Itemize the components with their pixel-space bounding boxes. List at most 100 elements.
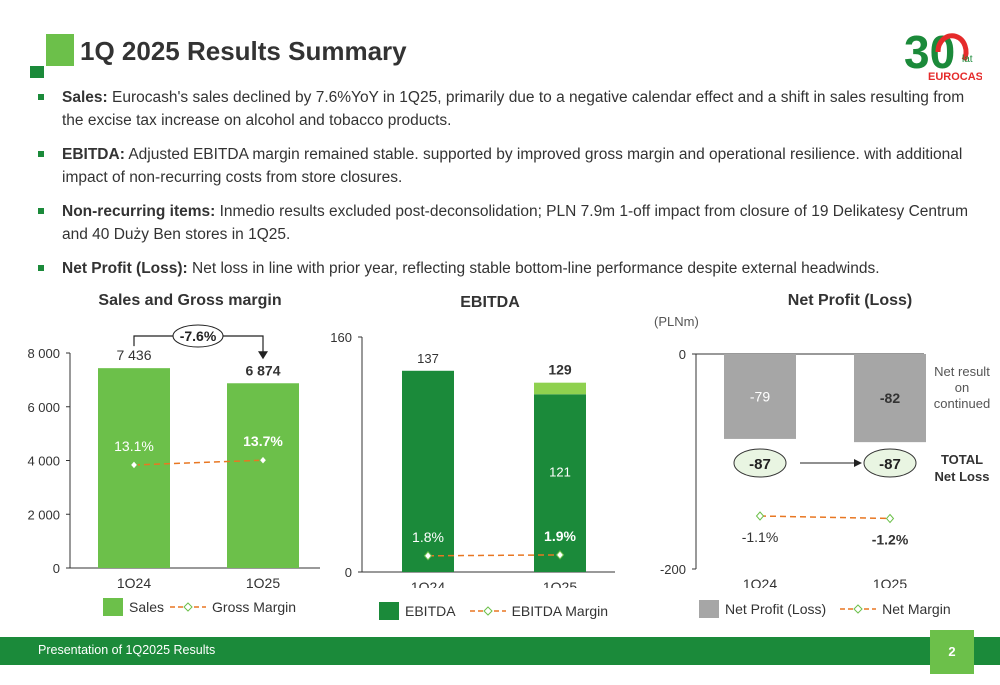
bullet-label: EBITDA: xyxy=(62,146,125,163)
change-badge-label: -7.6% xyxy=(180,328,217,344)
y-tick-label: 0 xyxy=(679,347,686,362)
x-tick-label: 1Q24 xyxy=(743,576,777,588)
change-badge xyxy=(172,324,224,348)
bullet-net-profit: Net Profit (Loss): Net loss in line with… xyxy=(38,257,968,280)
gross-margin-label: 13.7% xyxy=(243,433,283,449)
net-profit-chart-title: Net Profit (Loss) xyxy=(787,292,913,309)
gross-margin-marker xyxy=(129,460,139,470)
bullet-sales: Sales: Eurocash's sales declined by 7.6%… xyxy=(38,86,968,132)
total-net-loss-badge xyxy=(863,448,917,478)
bar-value-label: 121 xyxy=(549,464,571,479)
bullet-label: Non-recurring items: xyxy=(62,203,216,220)
legend-label: Sales xyxy=(129,599,165,615)
page-title: 1Q 2025 Results Summary xyxy=(80,36,407,66)
net-margin-label: -1.1% xyxy=(742,529,779,545)
net-profit-chart: (PLNm) -200 0 -79 1Q24 -87 -82 1Q25 -87 -1.1% -1.2… xyxy=(654,314,990,588)
bar-value-label: 137 xyxy=(417,351,439,366)
total-arrow-head xyxy=(854,459,862,467)
ebitda-margin-label: 1.9% xyxy=(544,528,576,544)
logo-brand: EUROCASH xyxy=(928,71,982,83)
bar-net-profit xyxy=(854,354,926,443)
side-label-continued: continued xyxy=(934,396,990,411)
total-net-loss-badge xyxy=(733,448,787,478)
total-net-loss-value: -87 xyxy=(749,456,771,473)
bullet-marker xyxy=(38,208,44,214)
side-label-total: Net Loss xyxy=(935,469,990,484)
bullet-ebitda: EBITDA: Adjusted EBITDA margin remained … xyxy=(38,143,968,189)
bar-ebitda xyxy=(534,394,586,572)
ebitda-margin-marker xyxy=(423,551,433,561)
legend-swatch-sales xyxy=(103,598,123,616)
bullet-label: Sales: xyxy=(62,89,108,106)
net-margin-marker xyxy=(755,511,765,521)
legend-label: EBITDA Margin xyxy=(511,603,609,619)
gross-margin-label: 13.1% xyxy=(114,438,154,454)
title-decoration xyxy=(46,34,74,66)
side-label-total: TOTAL xyxy=(941,452,983,467)
bar-ebitda xyxy=(402,370,454,572)
y-tick-label: 160 xyxy=(330,330,352,345)
bar-value-label: 7 436 xyxy=(116,347,151,363)
bar-value-label: -82 xyxy=(880,390,900,406)
bullet-marker xyxy=(38,265,44,271)
sales-chart-title: Sales and Gross margin xyxy=(98,292,282,309)
bar-total-label: 129 xyxy=(548,362,572,378)
bullet-label: Net Profit (Loss): xyxy=(62,260,188,277)
x-tick-label: 1Q25 xyxy=(543,579,577,588)
bullet-marker xyxy=(38,94,44,100)
y-tick-label: 4 000 xyxy=(27,454,60,469)
bullet-non-recurring: Non-recurring items: Inmedio results exc… xyxy=(38,200,968,246)
ebitda-chart-title: EBITDA xyxy=(460,294,520,311)
y-tick-label: 6 000 xyxy=(27,400,60,415)
legend-line-gross-margin xyxy=(170,602,207,612)
bullet-text: Inmedio results excluded post-deconsolid… xyxy=(62,203,968,243)
y-tick-label: 2 000 xyxy=(27,507,60,522)
ebitda-margin-label: 1.8% xyxy=(412,529,444,545)
bar-sales xyxy=(227,383,299,568)
y-tick-label: 0 xyxy=(345,565,352,580)
legend-label: Net Profit (Loss) xyxy=(725,601,827,617)
y-tick-label: 0 xyxy=(53,561,60,576)
footer-bar xyxy=(0,637,1000,665)
legend-line-net-margin xyxy=(840,604,877,614)
page-number: 2 xyxy=(930,630,974,674)
bar-net-profit xyxy=(724,354,796,439)
net-margin-line xyxy=(759,515,891,520)
x-tick-label: 1Q25 xyxy=(873,576,907,588)
legend-label: EBITDA xyxy=(405,603,456,619)
total-net-loss-value: -87 xyxy=(879,456,901,473)
legend-swatch-ebitda xyxy=(379,602,399,620)
sales-legend: Sales Gross Margin xyxy=(103,598,296,616)
bullet-text: Net loss in line with prior year, reflec… xyxy=(192,260,880,277)
bullet-marker xyxy=(38,151,44,157)
side-label-continued: Net result xyxy=(934,364,990,379)
legend-swatch-net-profit xyxy=(699,600,719,618)
bullet-text: Eurocash's sales declined by 7.6%YoY in … xyxy=(62,89,965,129)
bar-value-label: -79 xyxy=(750,388,770,404)
summary-bullets: Sales: Eurocash's sales declined by 7.6%… xyxy=(38,86,968,291)
ebitda-legend: EBITDA EBITDA Margin xyxy=(379,602,608,620)
bar-value-label: 6 874 xyxy=(245,362,280,378)
x-tick-label: 1Q24 xyxy=(117,575,151,588)
logo-arc xyxy=(935,33,969,62)
bar-ebitda-one-off xyxy=(534,382,586,395)
x-tick-label: 1Q25 xyxy=(246,575,280,588)
legend-line-ebitda-margin xyxy=(469,606,506,616)
gross-margin-line xyxy=(133,459,264,466)
change-arrowhead xyxy=(258,351,268,360)
net-profit-legend: Net Profit (Loss) Net Margin xyxy=(699,600,951,618)
legend-label: Net Margin xyxy=(882,601,951,617)
y-tick-label: 8 000 xyxy=(27,346,60,361)
footer-text: Presentation of 1Q2025 Results xyxy=(38,643,216,657)
ebitda-margin-marker xyxy=(555,550,565,560)
legend-label: Gross Margin xyxy=(212,599,297,615)
ebitda-margin-line xyxy=(427,554,561,557)
title-decoration-small xyxy=(30,66,44,78)
unit-label: (PLNm) xyxy=(654,314,699,329)
sales-chart: 0 2 000 4 000 6 000 8 000 7 436 1Q24 6 874 1Q25 1… xyxy=(27,324,320,588)
net-margin-label: -1.2% xyxy=(872,532,909,548)
bullet-text: Adjusted EBITDA margin remained stable. … xyxy=(62,146,963,186)
x-tick-label: 1Q24 xyxy=(411,579,445,588)
net-margin-marker xyxy=(885,513,895,524)
eurocash-30-logo: 30 lat EUROCASH xyxy=(904,26,982,83)
